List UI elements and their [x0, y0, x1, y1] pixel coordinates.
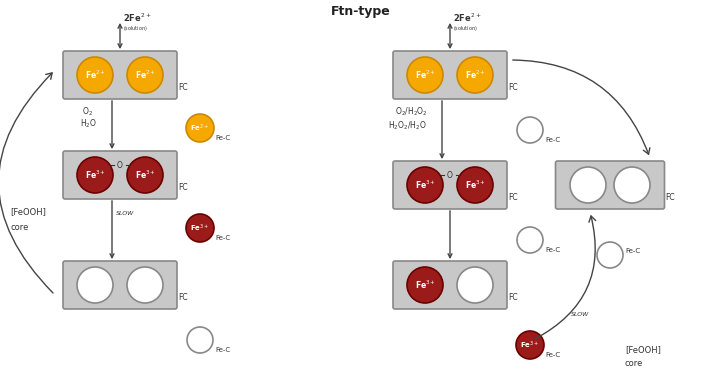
Text: Fe-C: Fe-C: [545, 137, 560, 143]
Circle shape: [77, 157, 113, 193]
Text: Fe$^{2+}$: Fe$^{2+}$: [191, 122, 209, 134]
Text: FC: FC: [508, 193, 518, 202]
Circle shape: [517, 227, 543, 253]
Circle shape: [127, 157, 163, 193]
Text: Fe$^{2+}$: Fe$^{2+}$: [414, 69, 435, 81]
Text: core: core: [10, 222, 28, 231]
FancyArrowPatch shape: [513, 60, 650, 154]
Text: O: O: [117, 160, 123, 170]
Text: Fe$^{3+}$: Fe$^{3+}$: [134, 169, 155, 181]
Circle shape: [407, 167, 443, 203]
Circle shape: [127, 57, 163, 93]
Text: Fe$^{3+}$: Fe$^{3+}$: [414, 279, 435, 291]
Text: H$_2$O: H$_2$O: [80, 117, 97, 129]
FancyBboxPatch shape: [63, 151, 177, 199]
Text: Fe-C: Fe-C: [215, 235, 230, 241]
FancyBboxPatch shape: [393, 261, 507, 309]
FancyBboxPatch shape: [393, 161, 507, 209]
Text: Fe$^{3+}$: Fe$^{3+}$: [84, 169, 105, 181]
Text: O$_2$: O$_2$: [82, 105, 93, 118]
Text: $_{\rm (solution)}$: $_{\rm (solution)}$: [453, 25, 478, 34]
Text: FC: FC: [508, 293, 518, 302]
FancyBboxPatch shape: [63, 261, 177, 309]
Text: Fe$^{2+}$: Fe$^{2+}$: [84, 69, 105, 81]
Circle shape: [127, 267, 163, 303]
Text: Fe$^{3+}$: Fe$^{3+}$: [464, 179, 485, 191]
Circle shape: [77, 267, 113, 303]
Text: core: core: [625, 358, 643, 367]
Circle shape: [614, 167, 650, 203]
Text: [FeOOH]: [FeOOH]: [10, 207, 46, 217]
Text: FC: FC: [178, 183, 188, 192]
Text: FC: FC: [178, 83, 188, 92]
Text: [FeOOH]: [FeOOH]: [625, 345, 661, 354]
Text: 2Fe$^{2+}$: 2Fe$^{2+}$: [453, 12, 482, 24]
Circle shape: [186, 114, 214, 142]
Circle shape: [597, 242, 623, 268]
Circle shape: [517, 117, 543, 143]
Text: FC: FC: [666, 193, 675, 202]
Text: FC: FC: [178, 293, 188, 302]
Text: Fe$^{3+}$: Fe$^{3+}$: [414, 179, 435, 191]
Text: Ftn-type: Ftn-type: [331, 5, 391, 18]
Circle shape: [457, 267, 493, 303]
Text: Fe-C: Fe-C: [215, 347, 230, 353]
Text: Fe-C: Fe-C: [215, 135, 230, 141]
Circle shape: [457, 57, 493, 93]
Text: $_{\rm (solution)}$: $_{\rm (solution)}$: [123, 25, 148, 34]
Text: SLOW: SLOW: [571, 312, 589, 317]
Text: H$_2$O$_2$/H$_2$O: H$_2$O$_2$/H$_2$O: [388, 119, 427, 131]
Text: O: O: [447, 170, 453, 180]
Text: O$_2$/H$_2$O$_2$: O$_2$/H$_2$O$_2$: [395, 105, 427, 118]
Circle shape: [186, 214, 214, 242]
Circle shape: [187, 327, 213, 353]
FancyArrowPatch shape: [0, 73, 53, 293]
FancyBboxPatch shape: [555, 161, 664, 209]
Circle shape: [407, 267, 443, 303]
Text: Fe$^{3+}$: Fe$^{3+}$: [521, 339, 539, 351]
Text: Fe$^{3+}$: Fe$^{3+}$: [191, 222, 209, 234]
Text: Fe$^{2+}$: Fe$^{2+}$: [464, 69, 485, 81]
Text: Fe-C: Fe-C: [625, 248, 640, 254]
FancyArrowPatch shape: [536, 216, 596, 339]
FancyBboxPatch shape: [393, 51, 507, 99]
Text: 2Fe$^{2+}$: 2Fe$^{2+}$: [123, 12, 152, 24]
FancyBboxPatch shape: [63, 51, 177, 99]
Text: FC: FC: [508, 83, 518, 92]
Circle shape: [407, 57, 443, 93]
Text: Fe-C: Fe-C: [545, 352, 560, 358]
Circle shape: [570, 167, 606, 203]
Text: Fe$^{2+}$: Fe$^{2+}$: [134, 69, 155, 81]
Text: SLOW: SLOW: [116, 210, 134, 215]
Circle shape: [516, 331, 544, 359]
Circle shape: [457, 167, 493, 203]
Text: Fe-C: Fe-C: [545, 247, 560, 253]
Circle shape: [77, 57, 113, 93]
